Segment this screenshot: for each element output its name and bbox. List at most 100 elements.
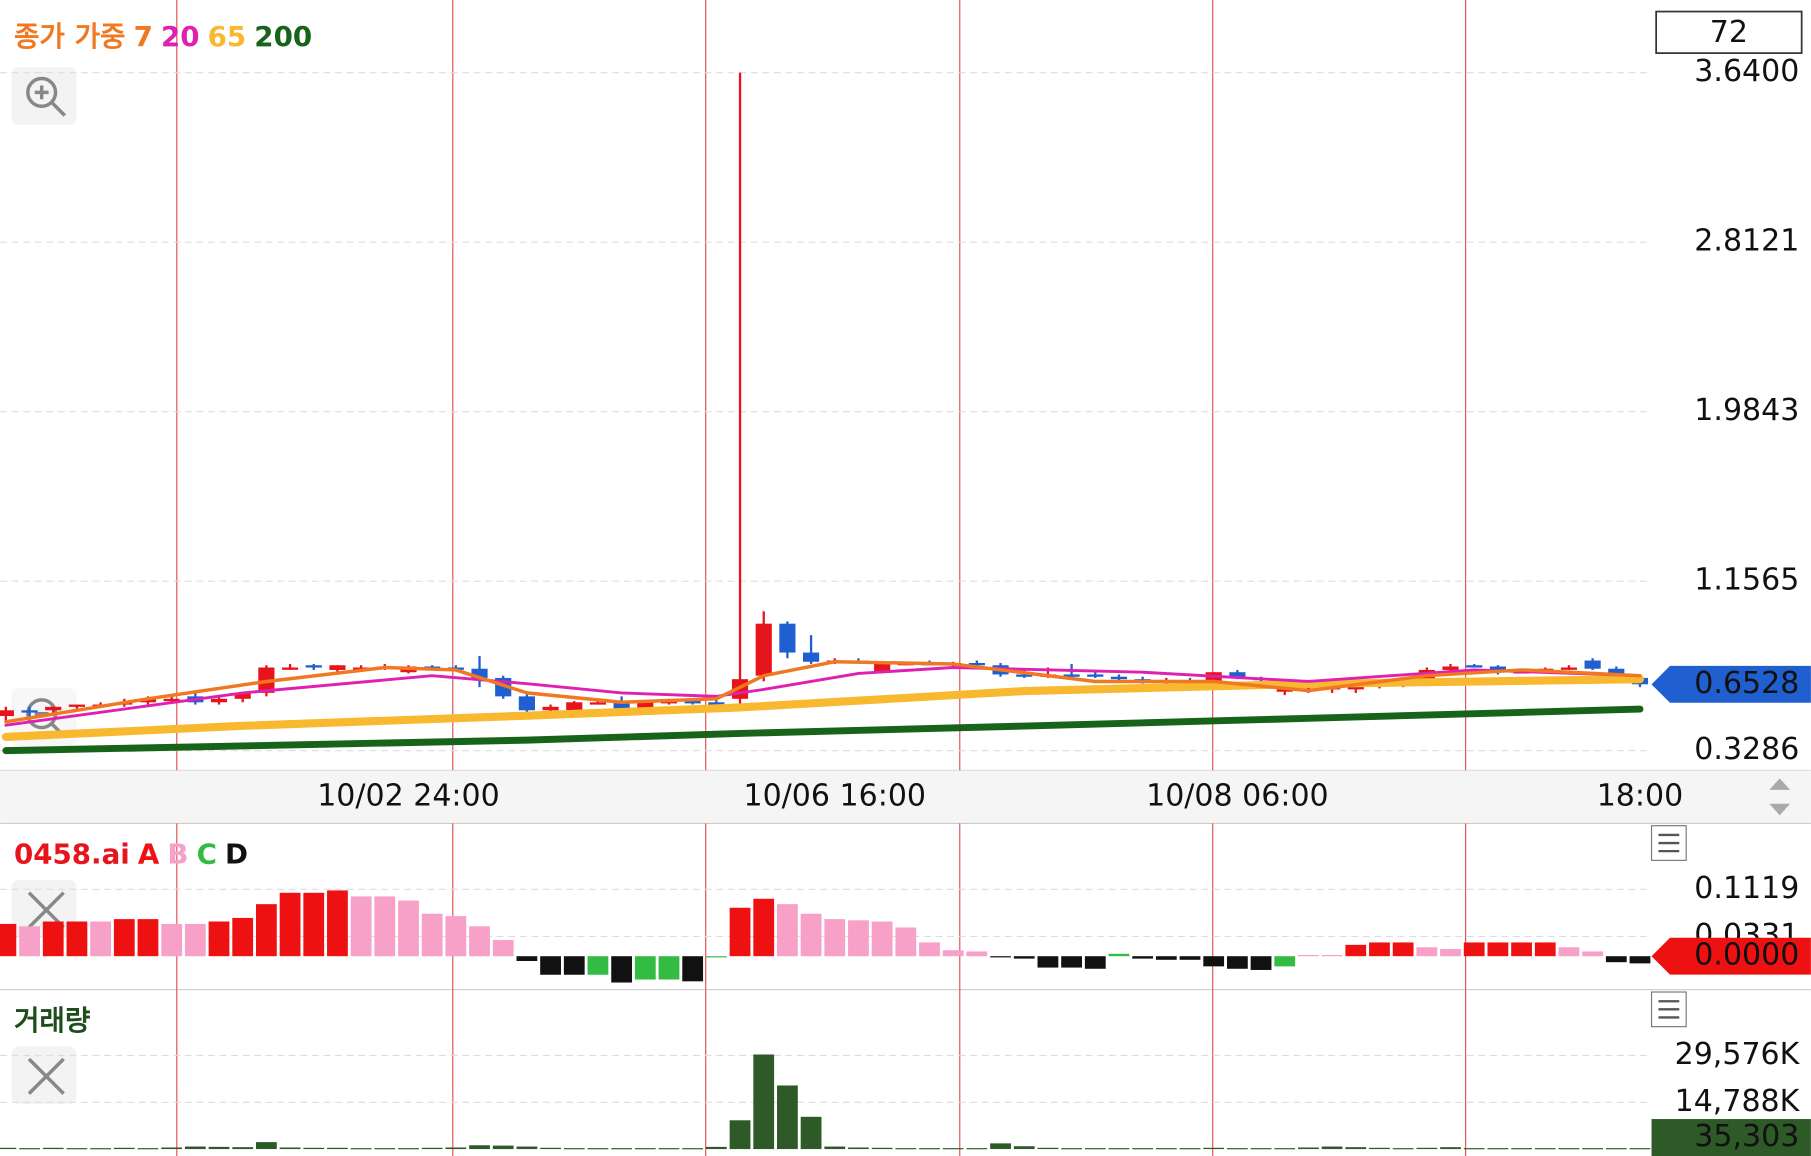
bar [1250,1148,1272,1150]
bar [66,921,88,957]
y-tick-label: 0.1119 [1694,871,1799,906]
bar [919,1148,940,1150]
bar [1605,1148,1627,1150]
icon [26,76,58,108]
bar [19,1148,40,1150]
bar-count[interactable]: 72 [1710,15,1748,50]
bar [184,1146,206,1150]
bar [19,926,40,957]
bar [1345,944,1367,957]
button[interactable] [11,66,77,125]
bar [1369,942,1390,957]
candle-body [21,710,38,713]
menu-osc[interactable] [1650,825,1687,861]
bar [777,1085,798,1150]
bar [303,892,325,957]
bar [374,896,396,957]
x-axis-strip [0,770,1811,824]
bar [1440,949,1461,957]
bar [824,1146,846,1150]
bar [42,1147,64,1150]
bar [1037,1147,1059,1150]
zoom-in[interactable] [11,66,77,125]
icon[interactable] [1769,778,1791,816]
candle-body [684,701,701,704]
candle-body [139,698,157,703]
bar [1416,1147,1438,1150]
bar [350,896,372,957]
bar [1582,951,1604,957]
bar [1274,1148,1296,1150]
candle-body [779,623,796,653]
bar [705,1146,727,1150]
y-tick-label: 14,788K [1675,1084,1801,1119]
indicator-line [1,675,1645,741]
y-tick-label: 1.9843 [1694,393,1799,428]
candle-body [1087,674,1104,677]
bar [350,1148,372,1150]
bar [1108,1148,1130,1150]
legend-label: B [167,838,188,871]
bar [800,913,822,957]
indicator-line [4,659,1642,724]
bar [848,1147,869,1150]
bar-count-box[interactable] [1655,10,1803,54]
candle-body [1442,666,1459,670]
bar [1155,1148,1177,1150]
legend-label: 200 [254,20,312,53]
bar [942,1148,964,1150]
bar [1298,1147,1319,1150]
bar [848,920,869,957]
candle-body [305,665,322,668]
bar [469,926,490,957]
y-tick-label: 1.1565 [1694,563,1799,598]
candle-body [281,667,299,670]
bar [161,923,183,957]
legend-label: 0458.ai [14,838,130,871]
candle-body [518,696,535,711]
icon [27,1057,65,1095]
candle-body [803,652,820,662]
bar [1440,1147,1461,1150]
bar [1463,942,1485,957]
bar [327,1147,348,1150]
bar [871,921,893,957]
bar [1084,1148,1106,1150]
bar [1226,956,1248,969]
x-tick-label: 18:00 [1597,778,1684,813]
bar [1558,947,1580,957]
bar [1534,942,1556,957]
menu-volume[interactable] [1650,991,1687,1028]
legend-label: 거래량 [14,1004,91,1037]
bar [492,1145,514,1150]
bar [1392,942,1414,957]
last-value-label: 0.6528 [1694,666,1799,701]
bar [1226,1148,1248,1150]
bar [753,1054,775,1150]
close-volume[interactable] [11,1046,77,1105]
last-value-box [1651,1119,1811,1156]
candle-body [1016,674,1033,677]
bar [445,916,467,957]
scroll-arrows[interactable] [1769,778,1791,816]
bar [516,1146,538,1150]
indicator-line [4,666,1642,727]
bar [1487,942,1509,957]
legend-label: 종가 가중 [14,20,126,53]
icon [1658,1000,1680,1019]
bar [1108,953,1130,957]
bar [966,951,988,957]
y-tick-label: 29,576K [1675,1037,1801,1072]
bar [469,1145,490,1150]
candle-body [589,702,607,705]
last-value-label: 0.0000 [1694,938,1799,973]
y-tick-label: 2.8121 [1694,224,1799,259]
candle-body [1347,685,1364,690]
bar [1511,942,1532,957]
candle-body [874,664,891,673]
x-tick-label: 10/06 16:00 [743,778,926,813]
candle-body [0,710,14,717]
bar [1013,1146,1035,1150]
bar [1534,1148,1556,1150]
